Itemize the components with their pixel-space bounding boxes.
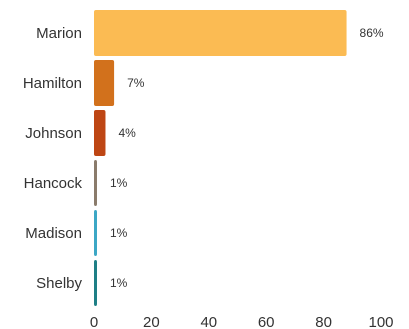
category-label-hamilton: Hamilton: [23, 75, 82, 92]
data-label-shelby: 1%: [110, 276, 128, 290]
data-label-hamilton: 7%: [127, 76, 145, 90]
category-label-hancock: Hancock: [24, 175, 83, 192]
category-label-marion: Marion: [36, 25, 82, 42]
bar-hancock: [94, 160, 97, 206]
x-tick-80: 80: [315, 314, 332, 329]
bar-johnson: [94, 110, 106, 156]
category-label-madison: Madison: [25, 225, 82, 242]
x-tick-40: 40: [200, 314, 217, 329]
data-label-johnson: 4%: [118, 126, 136, 140]
bars-group: [94, 10, 347, 306]
bar-hamilton: [94, 60, 115, 106]
category-label-johnson: Johnson: [25, 125, 82, 142]
x-tick-20: 20: [143, 314, 160, 329]
x-tick-100: 100: [368, 314, 393, 329]
bar-madison: [94, 210, 97, 256]
bar-marion: [94, 10, 347, 56]
data-label-marion: 86%: [360, 26, 384, 40]
bar-shelby: [94, 260, 97, 306]
data-labels: 86% 7% 4% 1% 1% 1%: [110, 26, 384, 290]
x-axis-ticks: 0 20 40 60 80 100: [90, 314, 394, 329]
category-labels: Marion Hamilton Johnson Hancock Madison Shelb…: [23, 25, 83, 292]
category-label-shelby: Shelby: [36, 275, 82, 292]
data-label-hancock: 1%: [110, 176, 128, 190]
data-label-madison: 1%: [110, 226, 128, 240]
x-tick-0: 0: [90, 314, 98, 329]
x-tick-60: 60: [258, 314, 275, 329]
